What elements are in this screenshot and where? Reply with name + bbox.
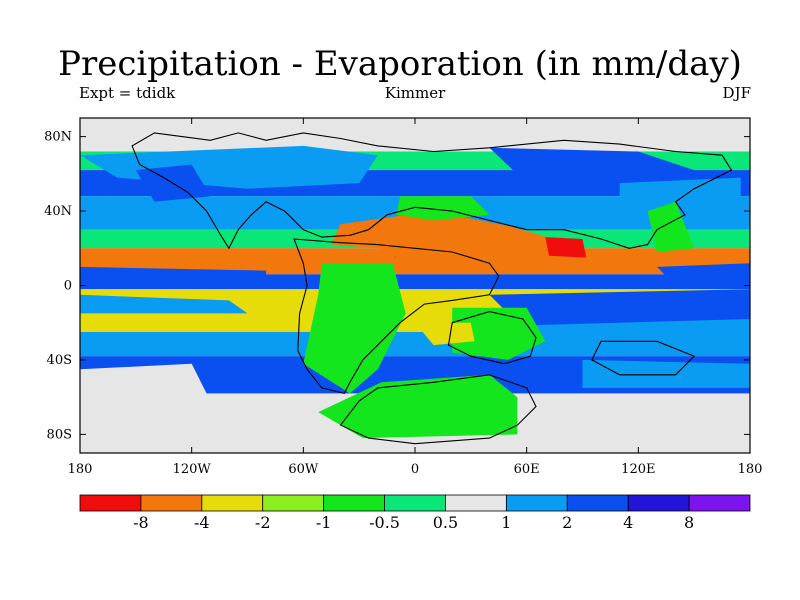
y-tick-label-3: 40S <box>47 353 72 368</box>
coastline-1 <box>293 238 500 395</box>
colorbar-label-9: 8 <box>684 513 694 532</box>
colorbar-swatch-1 <box>140 494 203 512</box>
field-region-9 <box>331 211 574 267</box>
colorbar-swatch-8 <box>566 494 629 512</box>
field-region-2 <box>80 266 267 282</box>
colorbar-swatch-5 <box>384 494 446 512</box>
coastline-0 <box>131 132 733 250</box>
precip-evap-field <box>80 118 750 453</box>
y-tick-label-2: 0 <box>64 279 72 294</box>
field-region-3 <box>80 294 248 314</box>
x-tick-label-3: 0 <box>411 462 419 477</box>
colorbar-label-5: 0.5 <box>433 513 458 532</box>
field-region-14 <box>489 147 695 193</box>
run-name-label: Kimmer <box>384 84 446 102</box>
field-region-7 <box>303 263 406 394</box>
y-tick-label-0: 80N <box>44 130 72 145</box>
map-axes: 180 120W 60W 0 60E 120E 180 80N 40N 0 40S 80S <box>44 118 762 477</box>
coastline-4 <box>591 340 696 376</box>
field-region-8 <box>318 374 518 439</box>
field-region-10 <box>545 237 587 258</box>
season-label: DJF <box>722 84 751 102</box>
coastlines <box>131 132 733 445</box>
colorbar-swatch-9 <box>627 494 690 512</box>
colorbar-label-4: -0.5 <box>369 513 400 532</box>
colorbar-swatch-0 <box>79 494 142 512</box>
field-region-12 <box>452 307 546 360</box>
colorbar-swatch-3 <box>262 494 325 512</box>
y-tick-label-4: 80S <box>47 427 72 442</box>
x-tick-label-0: 180 <box>68 462 93 477</box>
x-tick-label-5: 120E <box>621 462 655 477</box>
colorbar-label-7: 2 <box>562 513 572 532</box>
colorbar-label-2: -2 <box>255 513 271 532</box>
x-tick-label-4: 60E <box>514 462 540 477</box>
y-tick-label-1: 40N <box>44 204 72 219</box>
colorbar: -8 -4 -2 -1 -0.5 0.5 1 2 4 8 <box>79 494 751 532</box>
colorbar-swatch-4 <box>323 494 385 512</box>
field-region-6 <box>80 363 211 401</box>
map-title: Precipitation - Evaporation (in mm/day) <box>58 44 742 84</box>
field-region-5 <box>489 319 750 351</box>
colorbar-swatch-2 <box>201 494 264 512</box>
colorbar-label-0: -8 <box>133 513 149 532</box>
coastline-2 <box>447 311 537 365</box>
colorbar-swatch-7 <box>505 494 568 512</box>
x-tick-label-6: 180 <box>738 462 763 477</box>
x-tick-label-2: 60W <box>288 462 319 477</box>
colorbar-label-3: -1 <box>316 513 332 532</box>
colorbar-label-1: -4 <box>194 513 210 532</box>
coastline-3 <box>339 374 537 445</box>
x-tick-label-1: 120W <box>173 462 212 477</box>
field-region-17 <box>656 263 750 286</box>
field-region-13 <box>415 322 475 346</box>
field-region-16 <box>647 201 695 252</box>
colorbar-swatch-10 <box>688 494 751 512</box>
experiment-label: Expt = tdidk <box>79 84 176 102</box>
colorbar-label-6: 1 <box>501 513 511 532</box>
colorbar-swatch-6 <box>445 494 507 512</box>
field-region-18 <box>582 359 750 388</box>
colorbar-label-8: 4 <box>623 513 633 532</box>
